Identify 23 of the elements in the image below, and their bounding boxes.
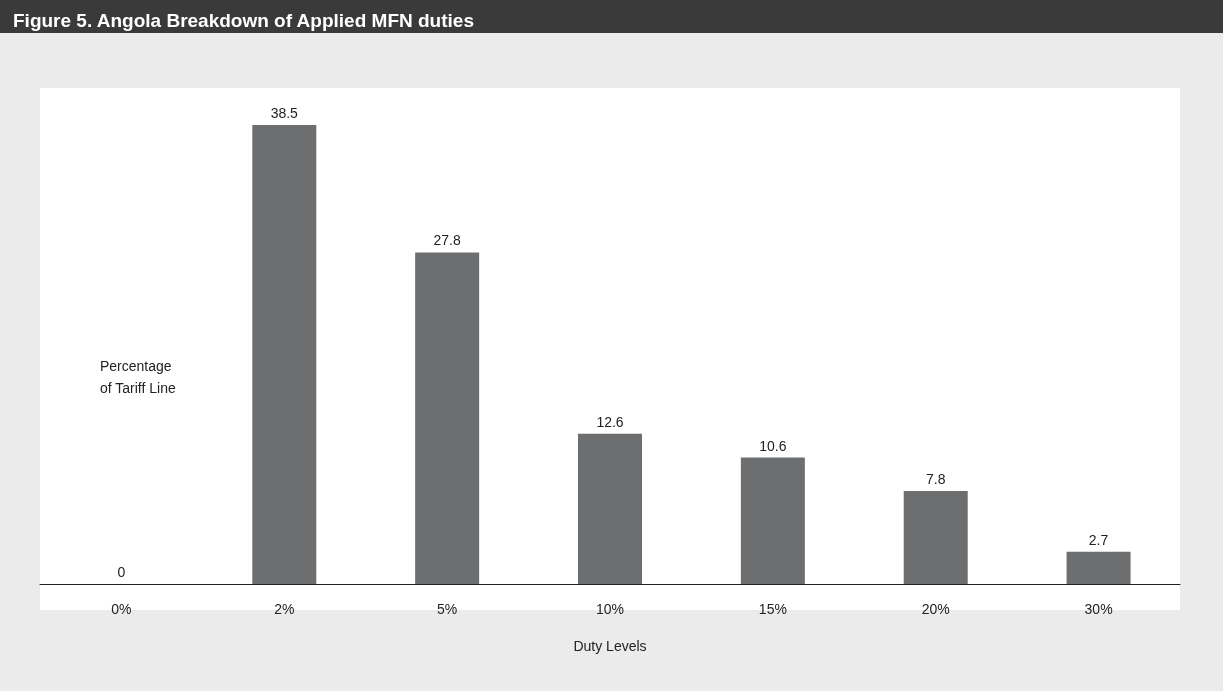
data-label: 10.6 [759,437,787,454]
data-label: 7.8 [925,470,946,487]
bar [903,490,968,584]
y-axis-title: Percentage of Tariff Line [100,358,176,396]
x-axis-title: Duty Levels [573,638,647,654]
bar [252,124,317,584]
x-tick-label: 2% [274,601,295,617]
bar [740,457,805,584]
x-tick-label: 20% [921,601,950,617]
data-label: 27.8 [433,232,461,249]
x-tick-label: 10% [595,601,625,617]
data-label: 12.6 [596,413,624,430]
bar [578,433,642,584]
bar [1066,551,1131,584]
x-tick-label: 15% [758,601,787,617]
x-tick-label: 5% [437,601,458,617]
data-label: 38.5 [270,104,299,121]
x-tick-label: 30% [1084,601,1113,617]
x-tick-label: 0% [111,601,132,617]
chart-title: Figure 5. Angola Breakdown of Applied MFN duties [13,10,474,31]
data-label: 2.7 [1088,531,1109,548]
data-label: 0 [117,564,126,580]
bar [415,252,480,584]
